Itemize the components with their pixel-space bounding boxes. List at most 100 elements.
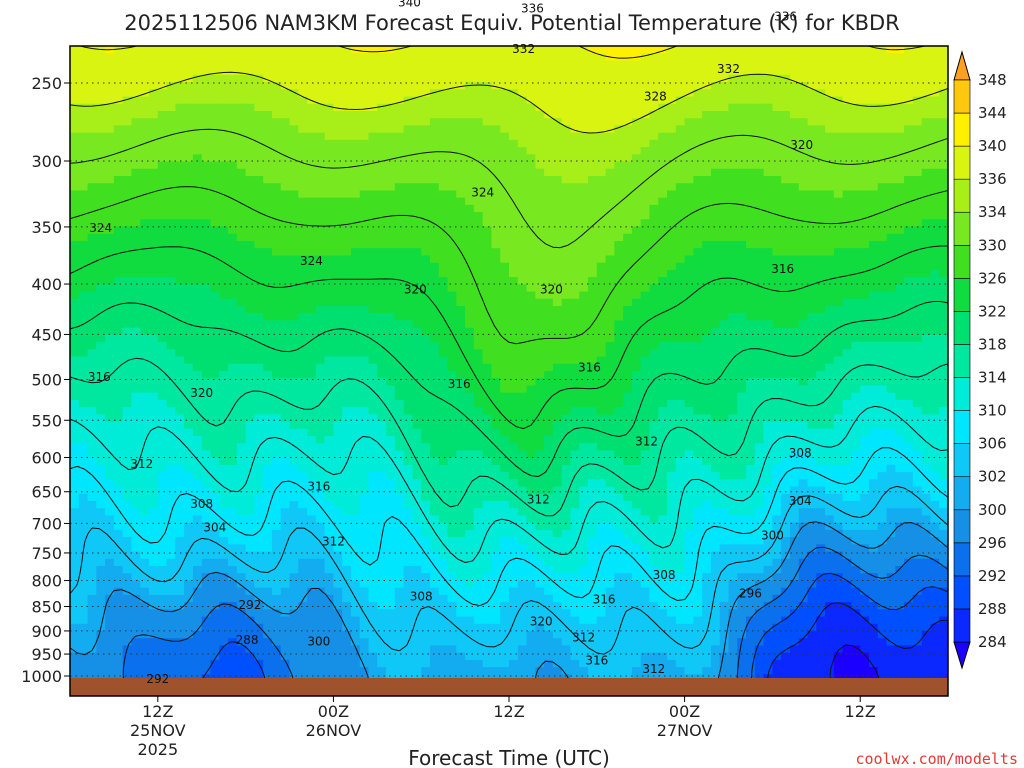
field-cell [781, 190, 791, 199]
field-cell [667, 313, 677, 322]
field-cell [228, 125, 238, 134]
field-cell [535, 176, 545, 184]
field-cell [465, 74, 475, 83]
field-cell [675, 277, 686, 285]
field-cell [456, 399, 466, 408]
field-cell [930, 147, 940, 155]
field-cell [649, 248, 659, 257]
field-cell [904, 96, 914, 105]
field-cell [895, 219, 905, 228]
field-cell [122, 284, 133, 293]
field-cell [201, 262, 212, 271]
field-cell [640, 204, 651, 213]
field-cell [491, 255, 501, 264]
field-cell [157, 262, 168, 271]
field-cell [588, 60, 598, 69]
field-cell [623, 255, 633, 264]
field-cell [939, 241, 948, 249]
field-cell [798, 212, 809, 220]
field-cell [588, 392, 598, 401]
field-cell [640, 327, 651, 336]
field-cell [482, 96, 493, 105]
field-cell [280, 96, 291, 105]
field-cell [763, 349, 773, 358]
field-cell [368, 125, 378, 134]
field-cell [552, 219, 563, 228]
field-cell [631, 277, 642, 285]
field-cell [877, 168, 888, 177]
field-cell [509, 291, 519, 300]
field-cell [912, 378, 923, 387]
field-cell [886, 147, 896, 155]
field-cell [263, 139, 273, 148]
field-cell [456, 277, 466, 285]
field-cell [816, 313, 826, 322]
field-cell [78, 176, 89, 184]
field-cell [333, 139, 343, 148]
field-cell [70, 284, 80, 293]
field-cell [175, 125, 185, 134]
field-cell [201, 363, 212, 372]
field-cell [552, 342, 563, 350]
field-cell [465, 197, 475, 206]
field-cell [324, 371, 334, 379]
field-cell [798, 306, 809, 314]
field-cell [342, 269, 352, 278]
field-cell [526, 356, 536, 365]
field-cell [825, 176, 835, 184]
field-cell [113, 349, 124, 358]
field-cell [544, 60, 554, 69]
field-cell [421, 298, 431, 307]
field-cell [289, 139, 299, 148]
field-cell [746, 89, 756, 98]
field-cell [526, 313, 536, 322]
field-cell [939, 356, 948, 365]
field-cell [228, 255, 238, 264]
field-cell [324, 306, 334, 314]
field-cell [614, 371, 624, 379]
field-cell [675, 82, 686, 90]
field-cell [350, 233, 361, 242]
field-cell [368, 255, 378, 264]
field-cell [825, 371, 835, 379]
field-cell [719, 125, 730, 134]
field-cell [596, 125, 607, 134]
field-cell [710, 154, 721, 163]
field-cell [456, 226, 466, 235]
field-cell [746, 103, 756, 112]
field-cell [746, 60, 756, 69]
field-cell [219, 103, 229, 112]
field-cell [754, 378, 765, 387]
field-cell [904, 255, 914, 264]
field-cell [544, 197, 554, 206]
field-cell [860, 82, 870, 90]
field-cell [667, 89, 677, 98]
field-cell [447, 67, 457, 76]
field-cell [482, 176, 493, 184]
field-cell [772, 161, 782, 170]
field-cell [658, 306, 668, 314]
field-cell [667, 161, 677, 170]
field-cell [868, 212, 879, 220]
field-cell [438, 255, 449, 264]
field-cell [631, 248, 642, 257]
field-cell [649, 233, 659, 242]
field-cell [710, 183, 721, 192]
field-cell [886, 60, 896, 69]
field-cell [298, 168, 308, 177]
field-cell [649, 371, 659, 379]
field-cell [473, 298, 484, 307]
field-cell [342, 284, 352, 293]
field-cell [131, 132, 141, 141]
field-cell [860, 298, 870, 307]
field-cell [798, 226, 809, 235]
field-cell [544, 399, 554, 408]
field-cell [254, 139, 264, 148]
field-cell [570, 204, 580, 213]
field-cell [833, 154, 844, 163]
field-cell [456, 219, 466, 228]
field-cell [386, 306, 396, 314]
field-cell [526, 60, 536, 69]
field-cell [236, 255, 247, 264]
field-cell [544, 356, 554, 365]
